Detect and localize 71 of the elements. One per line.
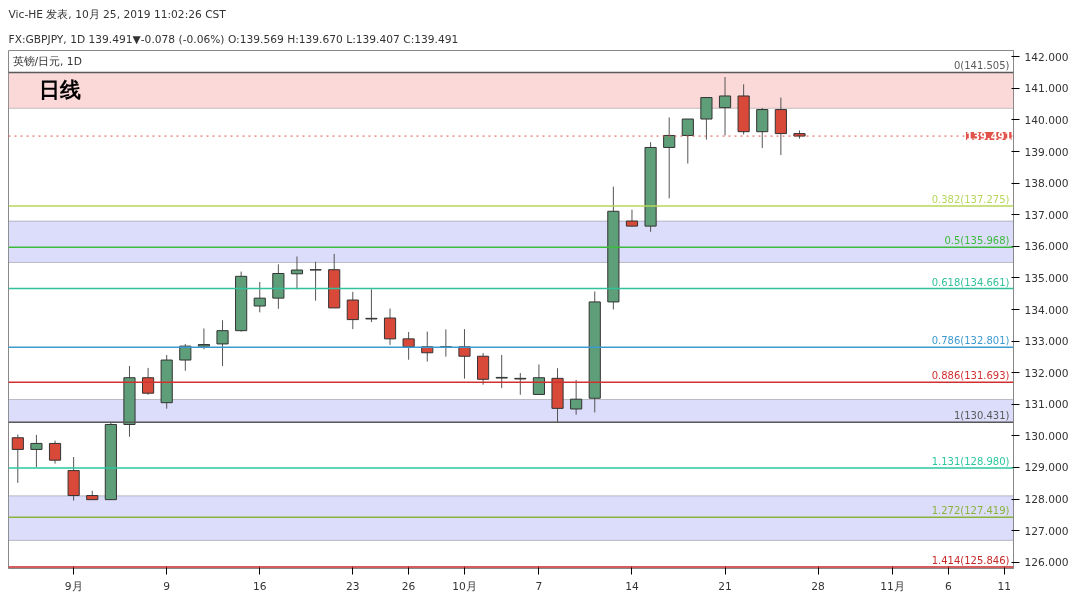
x-tick-label: 11	[997, 579, 1011, 593]
candlestick	[309, 261, 322, 302]
candlestick	[402, 331, 415, 361]
y-tick-label: 126.000	[1024, 556, 1069, 570]
y-tick-label: 128.000	[1024, 493, 1069, 507]
y-tick-label: 131.000	[1024, 398, 1069, 412]
x-tick-label: 7	[535, 579, 543, 593]
ref-line-label: 0.382(137.275)	[931, 194, 1010, 206]
chart-subtitle: FX:GBPJPY, 1D 139.491▼-0.078 (-0.06%) O:139.569 H:139.670 L:139.407 C:139.491	[8, 32, 459, 46]
x-tick-label: 28	[811, 579, 826, 593]
y-tick-label: 138.000	[1024, 177, 1069, 191]
ref-line-label: 0.618(134.661)	[931, 276, 1010, 288]
y-tick-label: 142.000	[1024, 50, 1069, 64]
candlestick	[663, 116, 676, 199]
ref-line-label: 0.5(135.968)	[944, 235, 1010, 247]
candlestick	[197, 327, 210, 350]
candlestick	[11, 434, 24, 484]
x-tick-label: 26	[401, 579, 416, 593]
y-tick-label: 130.000	[1024, 429, 1069, 443]
y-tick-label: 137.000	[1024, 208, 1069, 222]
candlestick	[253, 281, 266, 313]
y-tick-label: 139.000	[1024, 145, 1069, 159]
text: Vic-HE 发表, 10月 25, 2019 11:02:26 CST	[8, 7, 227, 21]
candlestick	[458, 328, 471, 380]
y-tick-label: 134.000	[1024, 303, 1069, 317]
candlestick	[216, 319, 229, 367]
candlestick	[179, 343, 192, 372]
candlestick	[718, 76, 732, 136]
candlestick	[681, 118, 694, 165]
candlestick	[346, 291, 359, 330]
candlestick	[30, 434, 43, 468]
annotation: 英镑/日元, 1D	[12, 54, 82, 68]
ref-line-label: 139.491	[965, 131, 1012, 143]
y-tick-label: 133.000	[1024, 335, 1069, 349]
candlestick	[570, 379, 583, 416]
candlestick	[514, 372, 527, 396]
x-tick-label: 6	[944, 579, 952, 593]
ref-line-label: 0(141.505)	[953, 60, 1010, 72]
y-tick-label: 132.000	[1024, 366, 1069, 380]
candlestick	[625, 209, 639, 228]
candlestick	[532, 363, 545, 395]
x-tick-label: 14	[625, 579, 639, 593]
candlestick	[495, 354, 508, 389]
x-tick-label: 10月	[452, 579, 477, 593]
candlestick	[756, 107, 769, 149]
candlestick	[365, 288, 378, 323]
ref-line-label: 1.414(125.846)	[931, 555, 1010, 567]
ref-line-label: 1(130.431)	[953, 410, 1010, 422]
candlestick	[290, 255, 304, 290]
x-tick-label: 23	[346, 579, 360, 593]
x-tick-label: 9	[163, 579, 171, 593]
candlestick	[48, 440, 62, 465]
y-tick-label: 135.000	[1024, 271, 1069, 285]
y-tick-label: 127.000	[1024, 524, 1069, 538]
ref-line-label: 1.272(127.419)	[931, 505, 1010, 517]
x-tick-label: 9月	[64, 579, 83, 593]
candlestick	[142, 367, 155, 396]
y-tick-label: 129.000	[1024, 461, 1069, 475]
x-tick-label: 21	[718, 579, 732, 593]
ref-line-label: 0.886(131.693)	[931, 370, 1010, 382]
candlestick	[700, 97, 713, 141]
y-tick-label: 140.000	[1024, 113, 1069, 127]
text: 日线	[38, 76, 81, 102]
x-tick-label: 11月	[880, 579, 905, 593]
x-tick-label: 16	[252, 579, 267, 593]
y-tick-label: 141.000	[1024, 82, 1069, 96]
y-tick-label: 136.000	[1024, 240, 1069, 254]
candlestick	[477, 352, 490, 386]
candlestick	[383, 308, 397, 346]
ref-line-label: 1.131(128.980)	[931, 456, 1010, 468]
ref-line-label: 0.786(132.801)	[931, 335, 1010, 347]
